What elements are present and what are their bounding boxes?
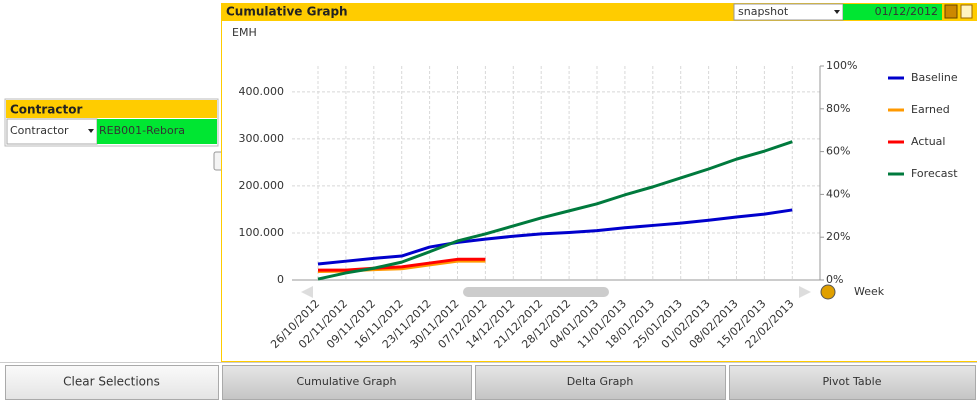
y2-tick-label: 60% xyxy=(826,145,850,158)
y2-tick-label: 0% xyxy=(826,273,843,286)
legend-label: Actual xyxy=(911,135,945,148)
dropdown-arrow xyxy=(88,129,94,133)
legend-label: Earned xyxy=(911,103,950,116)
chart-title: Cumulative Graph xyxy=(226,5,348,19)
series-line xyxy=(318,257,486,272)
scroll-left[interactable] xyxy=(301,286,313,298)
legend-label: Baseline xyxy=(911,71,958,84)
date-box[interactable] xyxy=(843,4,942,20)
button-label: Cumulative Graph xyxy=(296,375,396,388)
y2-tick-label: 100% xyxy=(826,59,857,72)
y-tick-label: 100.000 xyxy=(239,226,285,239)
export-icon[interactable] xyxy=(960,4,973,19)
field-box[interactable] xyxy=(6,118,98,145)
button[interactable] xyxy=(729,365,976,400)
series-line xyxy=(317,208,793,266)
field-label: Contractor xyxy=(10,124,69,137)
date-value: 01/12/2012 xyxy=(875,5,938,18)
y2-tick-label: 80% xyxy=(826,102,850,115)
value-box[interactable] xyxy=(97,119,217,144)
scroll-right[interactable] xyxy=(799,286,811,298)
y-tick-label: 0 xyxy=(277,273,284,286)
button[interactable] xyxy=(475,365,726,400)
scroll-thumb[interactable] xyxy=(463,287,609,297)
legend-label: Forecast xyxy=(911,167,958,180)
dropdown-arrow xyxy=(834,10,840,14)
cycle-icon[interactable] xyxy=(820,284,836,300)
y-tick-label: 200.000 xyxy=(239,179,285,192)
panel-header xyxy=(6,100,217,118)
y-tick-label: 400.000 xyxy=(239,85,285,98)
panel-frame xyxy=(221,3,977,362)
y2-tick-label: 40% xyxy=(826,187,850,200)
contractor-panel: Contractor Contractor REB001-Rebora xyxy=(4,98,219,147)
button-label: Clear Selections xyxy=(63,375,160,389)
panel-title: Contractor xyxy=(10,103,82,117)
button-bar: Clear Selections Cumulative Graph Delta Gr… xyxy=(5,365,976,400)
button[interactable] xyxy=(222,365,472,400)
button-label: Pivot Table xyxy=(823,375,882,388)
chart-panel: Cumulative Graph snapshot 01/12/2012 EMH… xyxy=(221,3,977,362)
print-icon[interactable] xyxy=(944,4,958,19)
x-axis-label: Week xyxy=(854,285,885,298)
button[interactable] xyxy=(5,365,219,400)
y-tick-label: 300.000 xyxy=(239,132,285,145)
y-axis-label: EMH xyxy=(232,26,257,39)
dropdown-value: snapshot xyxy=(738,5,789,18)
y2-tick-label: 20% xyxy=(826,230,850,243)
field-value: REB001-Rebora xyxy=(99,124,185,137)
series-line xyxy=(317,140,793,281)
button-label: Delta Graph xyxy=(567,375,634,388)
